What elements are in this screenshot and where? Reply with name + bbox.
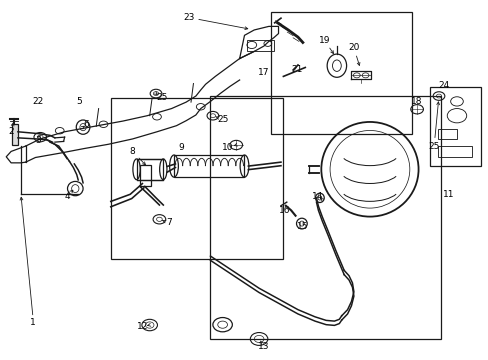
Text: 14: 14 <box>311 192 323 201</box>
Bar <box>111 98 283 258</box>
Text: 22: 22 <box>32 97 43 106</box>
Text: 5: 5 <box>76 97 82 106</box>
Text: 8: 8 <box>129 147 135 156</box>
Text: 24: 24 <box>437 81 448 90</box>
Text: 20: 20 <box>347 43 359 52</box>
Bar <box>174 155 244 177</box>
Bar <box>437 146 470 157</box>
Bar <box>140 165 150 186</box>
Bar <box>271 12 411 134</box>
Text: 3: 3 <box>35 136 41 145</box>
Text: 1: 1 <box>30 318 36 327</box>
Bar <box>246 40 273 51</box>
Text: 10: 10 <box>221 143 233 152</box>
Text: 12: 12 <box>137 322 148 331</box>
Text: 23: 23 <box>183 13 194 22</box>
Text: 7: 7 <box>166 219 172 228</box>
Bar <box>210 96 441 339</box>
Text: 21: 21 <box>291 65 302 74</box>
Text: 9: 9 <box>178 143 184 152</box>
Text: 25: 25 <box>427 141 439 150</box>
Text: 2: 2 <box>8 127 14 136</box>
Bar <box>12 123 18 145</box>
Text: 25: 25 <box>217 115 228 124</box>
Bar <box>437 129 456 139</box>
Text: 25: 25 <box>156 93 167 102</box>
Bar <box>429 87 480 166</box>
Text: 18: 18 <box>410 97 422 106</box>
Bar <box>136 159 163 180</box>
Text: 19: 19 <box>318 36 330 45</box>
Text: 16: 16 <box>278 206 289 215</box>
Text: 11: 11 <box>442 190 453 199</box>
Text: 17: 17 <box>258 68 269 77</box>
Text: 6: 6 <box>83 120 89 129</box>
Text: 15: 15 <box>297 222 308 231</box>
Text: 13: 13 <box>258 342 269 351</box>
Text: 4: 4 <box>64 192 70 201</box>
